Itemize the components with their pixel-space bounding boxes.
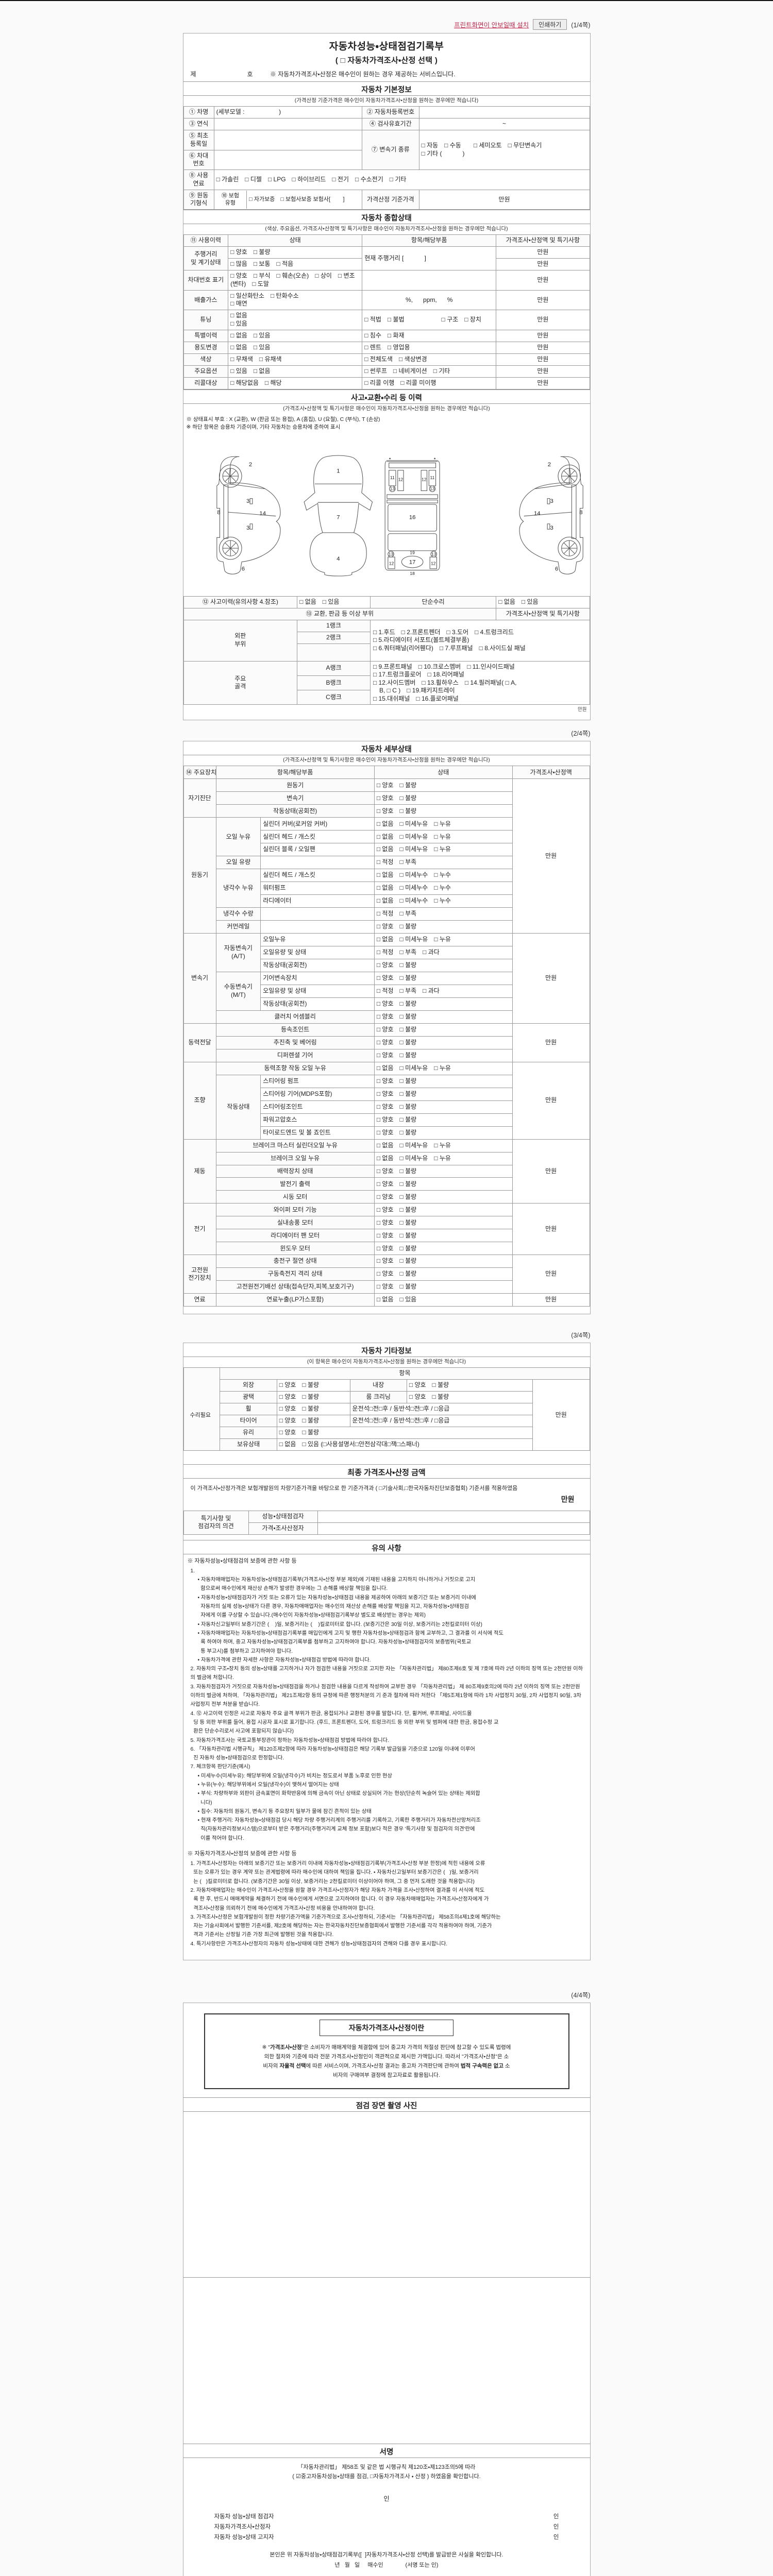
svg-text:17: 17	[409, 559, 416, 565]
svg-text:3: 3	[246, 525, 249, 531]
svg-text:16: 16	[409, 514, 416, 520]
svg-text:2: 2	[548, 462, 551, 468]
svg-text:13: 13	[430, 486, 435, 491]
svg-text:12: 12	[398, 477, 404, 482]
svg-text:6: 6	[555, 566, 558, 572]
svg-text:8: 8	[217, 510, 220, 516]
svg-text:7: 7	[337, 514, 340, 520]
svg-text:8: 8	[579, 510, 582, 516]
svg-text:12: 12	[431, 561, 436, 566]
svg-text:18: 18	[410, 571, 415, 576]
svg-text:13: 13	[390, 486, 395, 491]
svg-text:3: 3	[550, 525, 553, 531]
svg-text:3: 3	[246, 498, 249, 504]
svg-text:4: 4	[337, 555, 340, 562]
svg-text:13: 13	[389, 551, 394, 556]
svg-text:1: 1	[337, 468, 340, 474]
svg-text:11: 11	[390, 474, 395, 480]
svg-text:12: 12	[389, 561, 394, 566]
svg-text:14: 14	[259, 510, 266, 516]
svg-text:11: 11	[430, 474, 435, 480]
svg-text:14: 14	[534, 510, 541, 516]
svg-text:6: 6	[242, 566, 245, 572]
svg-text:12: 12	[422, 477, 427, 482]
svg-text:19: 19	[410, 550, 415, 555]
svg-text:3: 3	[550, 498, 553, 504]
svg-text:2: 2	[249, 462, 252, 468]
svg-text:13: 13	[431, 551, 436, 556]
